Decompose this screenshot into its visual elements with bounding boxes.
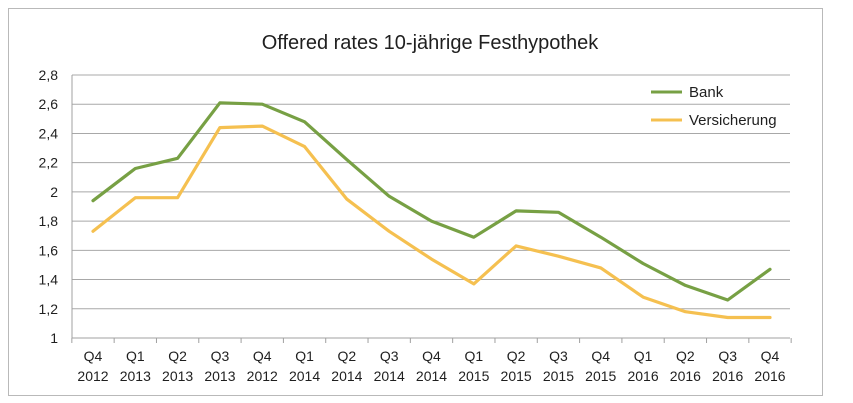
- x-tick-label-year: 2012: [247, 368, 278, 384]
- series-line-bank: [91, 101, 772, 302]
- x-tick-label-quarter: Q2: [507, 348, 526, 364]
- chart-title: Offered rates 10-jährige Festhypothek: [262, 32, 599, 54]
- y-tick-label: 2,2: [39, 155, 59, 171]
- y-tick-label: 2,4: [39, 125, 59, 141]
- x-tick-label-year: 2013: [162, 368, 193, 384]
- y-tick-label: 2: [50, 184, 58, 200]
- y-tick-label: 2,6: [39, 96, 59, 112]
- x-tick-label-year: 2014: [289, 368, 320, 384]
- x-tick-label-year: 2013: [120, 368, 151, 384]
- x-tick-label-quarter: Q1: [464, 348, 483, 364]
- y-tick-label: 1,8: [39, 213, 59, 229]
- legend-label-bank: Bank: [689, 84, 724, 101]
- x-tick-label-quarter: Q4: [253, 348, 272, 364]
- x-tick-label-quarter: Q4: [591, 348, 610, 364]
- x-tick-label-quarter: Q1: [295, 348, 314, 364]
- series-line-versicherung: [91, 124, 772, 320]
- x-tick-label-quarter: Q3: [718, 348, 737, 364]
- x-tick-label-quarter: Q1: [126, 348, 145, 364]
- x-tick-label-year: 2015: [501, 368, 532, 384]
- x-tick-label-quarter: Q2: [676, 348, 695, 364]
- x-tick-label-year: 2016: [754, 368, 785, 384]
- x-tick-label-year: 2014: [416, 368, 447, 384]
- x-tick-label-quarter: Q3: [549, 348, 568, 364]
- legend-label-versicherung: Versicherung: [689, 112, 777, 129]
- x-tick-label-year: 2015: [585, 368, 616, 384]
- x-tick-label-year: 2013: [204, 368, 235, 384]
- y-tick-label: 1,4: [39, 272, 59, 288]
- y-tick-label: 1,6: [39, 242, 59, 258]
- x-tick-label-quarter: Q4: [761, 348, 780, 364]
- x-tick-label-year: 2012: [77, 368, 108, 384]
- y-tick-label: 1: [50, 330, 58, 346]
- x-tick-label-year: 2016: [712, 368, 743, 384]
- x-tick-label-year: 2016: [627, 368, 658, 384]
- chart-frame: [8, 8, 823, 396]
- x-tick-label-quarter: Q2: [338, 348, 357, 364]
- x-tick-label-quarter: Q2: [168, 348, 187, 364]
- y-tick-label: 2,8: [39, 67, 59, 83]
- axis-layer: 2,8 2,6 2,4 2,2 2 1,8 1,6 1,4 1,2 1 Q4 2012 Q1 2013 Q2…: [39, 67, 792, 384]
- x-tick-label-year: 2016: [670, 368, 701, 384]
- x-tick-label-year: 2015: [543, 368, 574, 384]
- x-tick-label-quarter: Q3: [211, 348, 230, 364]
- series-layer: [91, 101, 772, 320]
- y-tick-label: 1,2: [39, 301, 59, 317]
- x-tick-label-year: 2014: [331, 368, 362, 384]
- x-tick-label-quarter: Q4: [84, 348, 103, 364]
- x-tick-label-year: 2015: [458, 368, 489, 384]
- x-tick-label-quarter: Q4: [422, 348, 441, 364]
- x-tick-label-quarter: Q1: [634, 348, 653, 364]
- x-tick-label-quarter: Q3: [380, 348, 399, 364]
- x-tick-label-year: 2014: [374, 368, 405, 384]
- legend: Bank Versicherung: [651, 84, 777, 129]
